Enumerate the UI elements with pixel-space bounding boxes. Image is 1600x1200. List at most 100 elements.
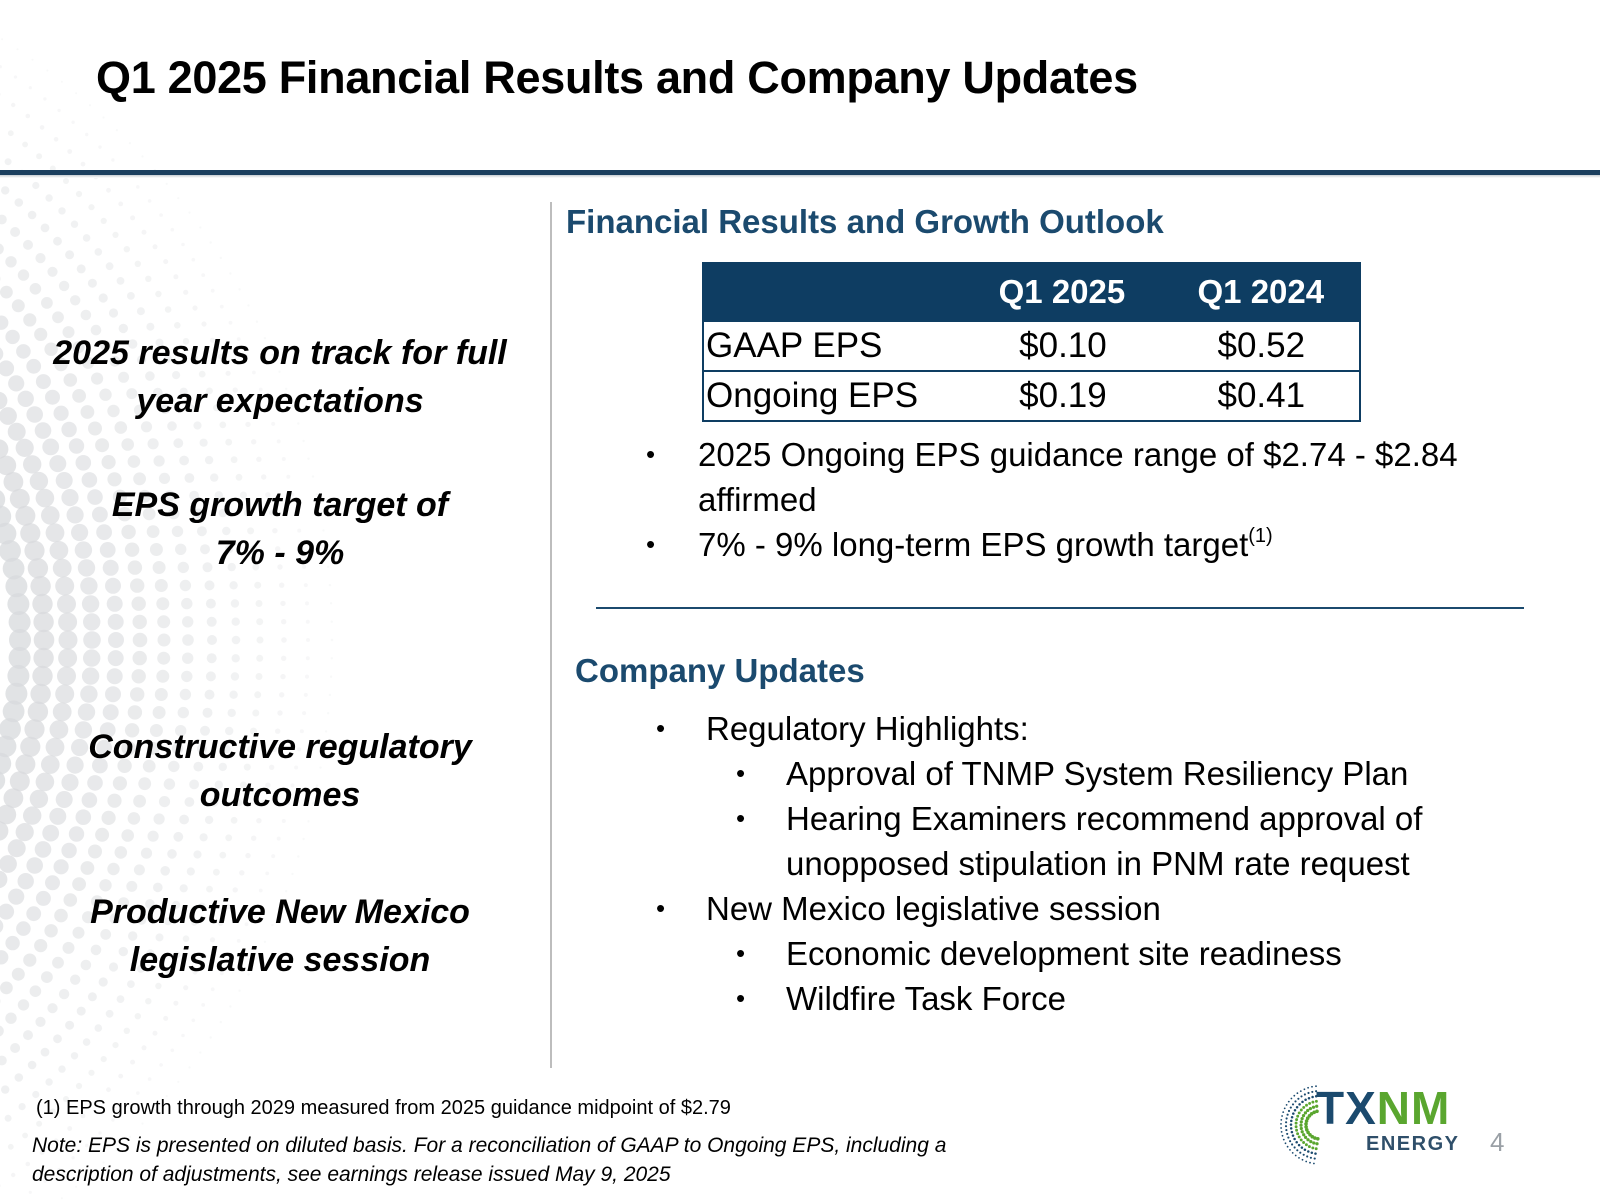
logo-dot [1300, 1095, 1303, 1098]
decorative-dot [27, 701, 49, 722]
logo-dot [1290, 1119, 1293, 1123]
decorative-dot [231, 654, 240, 663]
decorative-dot [177, 561, 189, 574]
decorative-dot [93, 1100, 99, 1106]
decorative-dot [47, 1003, 58, 1014]
decorative-dot [173, 274, 179, 280]
decorative-dot [0, 285, 13, 299]
decorative-dot [177, 1080, 180, 1083]
decorative-dot [179, 455, 190, 466]
decorative-dot [252, 370, 256, 375]
decorative-dot [85, 132, 89, 137]
decorative-dot [330, 657, 333, 660]
decorative-dot [57, 594, 76, 614]
list-item: • Approval of TNMP System Resiliency Pla… [656, 751, 1556, 796]
logo-swirl-icon [1280, 1085, 1320, 1165]
decorative-dot [152, 561, 166, 574]
highlight-line: 7% - 9% [215, 534, 345, 572]
decorative-dot [75, 190, 83, 198]
decorative-dot [0, 214, 7, 225]
decorative-dot [281, 819, 286, 823]
logo-dot [1286, 1132, 1289, 1135]
decorative-dot [170, 1048, 175, 1053]
decorative-dot [35, 488, 55, 508]
decorative-dot [14, 198, 24, 207]
decorative-dot [322, 529, 325, 532]
decorative-dot [250, 727, 257, 735]
decorative-dot [23, 1030, 33, 1041]
decorative-dot [81, 792, 98, 808]
decorative-dot [87, 992, 97, 1002]
decorative-dot [28, 1190, 32, 1194]
decorative-dot [165, 182, 168, 185]
decorative-dot [16, 48, 19, 51]
decorative-dot [61, 842, 77, 859]
decorative-dot [32, 1090, 40, 1099]
decorative-dot [23, 953, 37, 967]
decorative-dot [105, 1009, 114, 1018]
decorative-dot [256, 618, 264, 626]
decorative-dot [186, 404, 195, 413]
decorative-dot [303, 583, 308, 588]
decorative-dot [53, 405, 69, 421]
bullet-text: 2025 Ongoing EPS guidance range of $2.74… [698, 436, 1458, 518]
decorative-dot [276, 439, 281, 444]
decorative-dot [133, 472, 147, 486]
decorative-dot [29, 789, 49, 809]
decorative-dot [272, 528, 278, 534]
decorative-dot [290, 783, 295, 788]
decorative-dot [81, 595, 100, 613]
decorative-dot [91, 895, 104, 908]
decorative-dot [207, 635, 217, 645]
decorative-dot [26, 406, 43, 423]
logo-dot [1311, 1100, 1315, 1104]
decorative-dot [297, 528, 302, 533]
decorative-dot [204, 689, 215, 700]
decorative-dot [115, 129, 118, 132]
decorative-dot [41, 755, 60, 774]
highlight-line: 2025 results on track for full [53, 334, 507, 372]
decorative-dot [271, 353, 274, 357]
decorative-dot [112, 231, 119, 238]
decorative-dot [132, 650, 147, 666]
list-item: • 2025 Ongoing EPS guidance range of $2.… [646, 432, 1506, 522]
logo-dot [1315, 1142, 1319, 1146]
logo-dot [1294, 1121, 1298, 1125]
decorative-dot [183, 289, 189, 295]
decorative-dot [52, 558, 72, 578]
bullet-text: Hearing Examiners recommend approval of … [786, 800, 1423, 882]
decorative-dot [324, 730, 328, 733]
logo-dot [1314, 1147, 1318, 1151]
decorative-dot [15, 754, 36, 775]
logo-dot [1311, 1146, 1315, 1150]
decorative-dot [173, 831, 184, 842]
decorative-dot [3, 472, 24, 492]
decorative-dot [218, 762, 227, 772]
decorative-dot [225, 834, 233, 842]
decorative-dot [96, 524, 112, 541]
decorative-dot [252, 905, 256, 910]
logo-dot [1299, 1123, 1303, 1127]
decorative-dot [247, 527, 255, 535]
bullet-icon: • [736, 803, 746, 833]
decorative-dot [153, 813, 165, 825]
decorative-dot [154, 688, 168, 701]
decorative-dot [163, 259, 169, 265]
decorative-dot [291, 872, 294, 876]
decorative-dot [225, 904, 231, 910]
decorative-dot [191, 354, 198, 361]
decorative-dot [255, 320, 259, 323]
decorative-dot [305, 656, 310, 661]
decorative-dot [67, 149, 73, 154]
decorative-dot [88, 1069, 95, 1076]
highlight-regulatory-outcomes: Constructive regulatory outcomes [30, 723, 530, 819]
decorative-dot [171, 525, 184, 538]
decorative-dot [302, 564, 307, 569]
decorative-dot [22, 1132, 28, 1139]
slide-title: Q1 2025 Financial Results and Company Up… [96, 52, 1138, 103]
logo-dot [1287, 1136, 1290, 1139]
decorative-dot [198, 370, 206, 378]
decorative-dot [278, 907, 281, 910]
logo-dot [1284, 1125, 1288, 1128]
decorative-dot [43, 97, 47, 101]
